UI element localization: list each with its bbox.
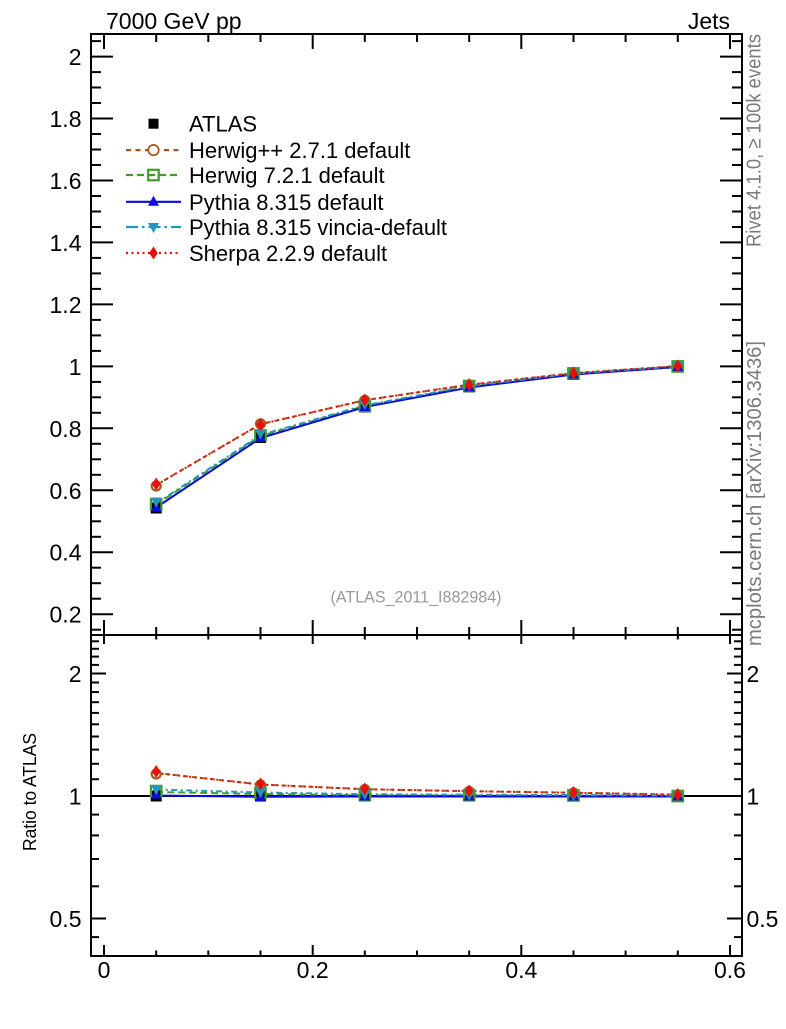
- svg-text:0.2: 0.2: [50, 602, 82, 628]
- svg-text:0.8: 0.8: [50, 416, 82, 442]
- svg-text:0: 0: [98, 957, 111, 983]
- svg-text:2: 2: [747, 661, 760, 687]
- svg-text:Jets: Jets: [688, 8, 730, 34]
- svg-text:7000 GeV pp: 7000 GeV pp: [106, 8, 242, 34]
- svg-text:1: 1: [69, 784, 82, 810]
- svg-text:2: 2: [69, 44, 82, 70]
- svg-text:0.4: 0.4: [50, 540, 82, 566]
- svg-text:Sherpa 2.2.9 default: Sherpa 2.2.9 default: [189, 241, 387, 266]
- svg-text:Herwig++ 2.7.1 default: Herwig++ 2.7.1 default: [189, 138, 410, 163]
- svg-text:Rivet 4.1.0, ≥ 100k events: Rivet 4.1.0, ≥ 100k events: [744, 34, 766, 247]
- svg-text:0.5: 0.5: [747, 906, 779, 932]
- svg-text:0.4: 0.4: [505, 957, 537, 983]
- svg-text:1.6: 1.6: [50, 168, 82, 194]
- svg-text:1: 1: [69, 354, 82, 380]
- svg-text:2: 2: [69, 661, 82, 687]
- svg-text:Pythia 8.315 vincia-default: Pythia 8.315 vincia-default: [189, 215, 447, 240]
- svg-text:0.6: 0.6: [714, 957, 746, 983]
- svg-text:Herwig 7.2.1 default: Herwig 7.2.1 default: [189, 163, 385, 188]
- svg-text:0.5: 0.5: [50, 906, 82, 932]
- svg-text:Pythia 8.315 default: Pythia 8.315 default: [189, 190, 383, 215]
- svg-text:(ATLAS_2011_I882984): (ATLAS_2011_I882984): [331, 589, 502, 607]
- svg-text:ATLAS: ATLAS: [189, 112, 257, 137]
- svg-text:1.8: 1.8: [50, 106, 82, 132]
- svg-text:Ratio to ATLAS: Ratio to ATLAS: [19, 733, 40, 851]
- svg-text:0.6: 0.6: [50, 478, 82, 504]
- svg-text:1.2: 1.2: [50, 292, 82, 318]
- svg-text:0.2: 0.2: [297, 957, 329, 983]
- svg-text:1.4: 1.4: [50, 230, 82, 256]
- svg-text:mcplots.cern.ch [arXiv:1306.34: mcplots.cern.ch [arXiv:1306.3436]: [744, 341, 766, 646]
- svg-text:1: 1: [747, 784, 760, 810]
